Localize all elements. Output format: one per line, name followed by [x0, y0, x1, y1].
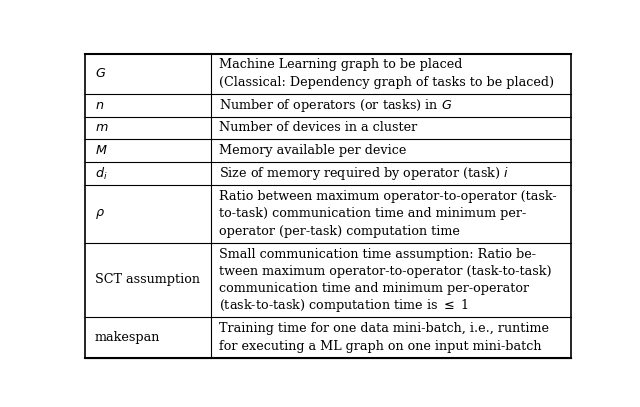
Text: makespan: makespan — [95, 331, 160, 344]
Text: $d_i$: $d_i$ — [95, 166, 108, 182]
Text: communication time and minimum per-operator: communication time and minimum per-opera… — [219, 282, 529, 295]
Text: $\rho$: $\rho$ — [95, 207, 105, 221]
Text: Memory available per device: Memory available per device — [219, 144, 406, 158]
Text: Number of operators (or tasks) in $G$: Number of operators (or tasks) in $G$ — [219, 96, 452, 114]
Text: (Classical: Dependency graph of tasks to be placed): (Classical: Dependency graph of tasks to… — [219, 76, 554, 89]
Text: Size of memory required by operator (task) $i$: Size of memory required by operator (tas… — [219, 165, 509, 182]
Text: Small communication time assumption: Ratio be-: Small communication time assumption: Rat… — [219, 247, 536, 260]
Text: for executing a ML graph on one input mini-batch: for executing a ML graph on one input mi… — [219, 339, 541, 352]
Text: (task-to-task) computation time is $\leq$ 1: (task-to-task) computation time is $\leq… — [219, 298, 469, 315]
Text: $m$: $m$ — [95, 121, 108, 134]
Text: $n$: $n$ — [95, 98, 104, 112]
Text: SCT assumption: SCT assumption — [95, 274, 200, 287]
Text: Ratio between maximum operator-to-operator (task-: Ratio between maximum operator-to-operat… — [219, 190, 557, 203]
Text: operator (per-task) computation time: operator (per-task) computation time — [219, 225, 460, 238]
Text: $G$: $G$ — [95, 67, 106, 80]
Text: Training time for one data mini-batch, i.e., runtime: Training time for one data mini-batch, i… — [219, 322, 549, 335]
Text: $M$: $M$ — [95, 144, 108, 158]
Text: Number of devices in a cluster: Number of devices in a cluster — [219, 121, 417, 134]
Text: Machine Learning graph to be placed: Machine Learning graph to be placed — [219, 59, 462, 72]
Text: tween maximum operator-to-operator (task-to-task): tween maximum operator-to-operator (task… — [219, 265, 552, 278]
Text: to-task) communication time and minimum per-: to-task) communication time and minimum … — [219, 207, 526, 220]
